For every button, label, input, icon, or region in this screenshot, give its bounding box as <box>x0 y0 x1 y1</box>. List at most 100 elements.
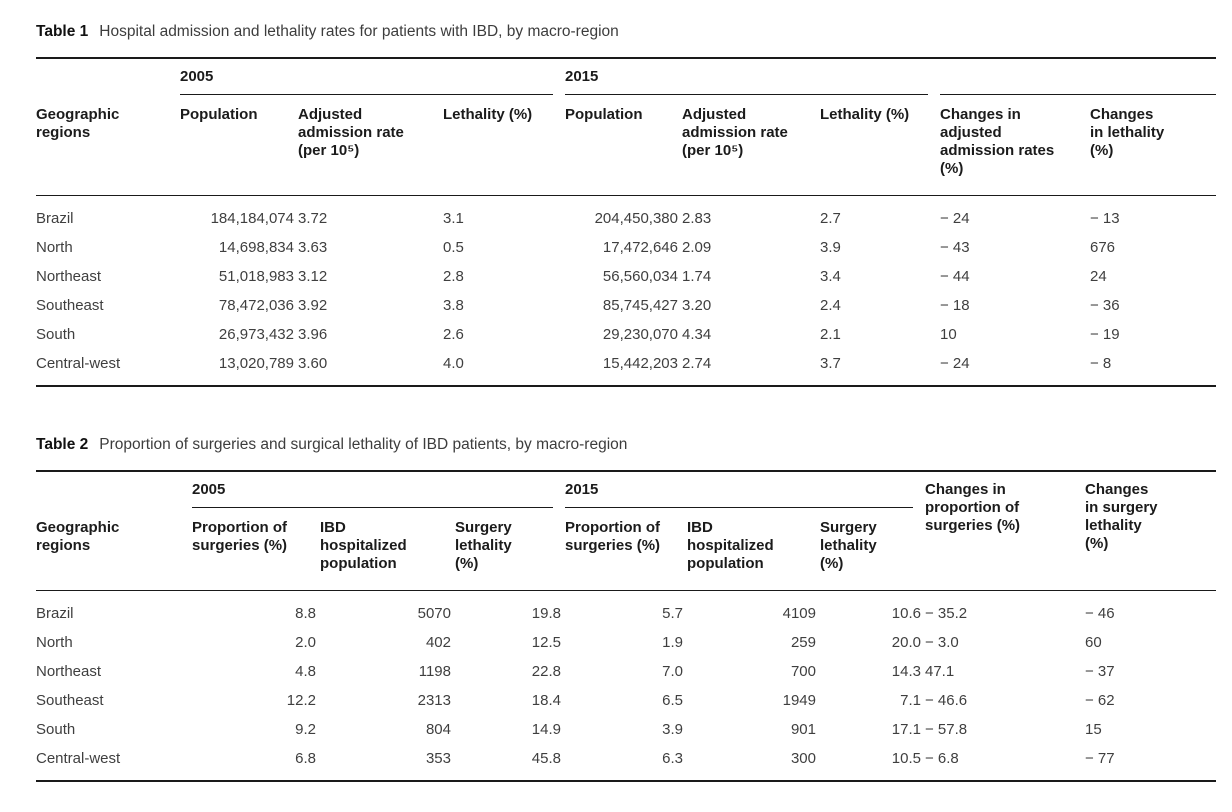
group-2015: 2015 <box>565 58 940 95</box>
cell-change-surgery-lethality: 15 <box>1085 721 1102 738</box>
table-row: Brazil 8.8 5070 19.8 5.7 4109 10.6− 35.2 − 46 <box>36 591 1216 629</box>
cell-change-admission-rates: − 18 <box>940 297 970 314</box>
cell-lethality-2005: 4.0 <box>443 355 464 372</box>
group-2005: 2005 <box>192 471 565 508</box>
cell-region: Northeast <box>36 268 102 285</box>
cell-population-2005: 78,472,036 <box>218 297 294 314</box>
cell-ibd-population-2015: 259 <box>790 634 816 651</box>
cell-proportion-surgeries-2015: 1.9 <box>662 634 683 651</box>
cell-ibd-population-2015: 1949 <box>782 692 816 709</box>
table2-header-row: Geographic regions Proportion of surgeri… <box>36 508 1216 591</box>
cell-region: South <box>36 326 76 343</box>
header-proportion-surgeries-2015: Proportion of surgeries (%) <box>565 508 687 591</box>
cell-region: Northeast <box>36 663 102 680</box>
cell-adjusted-rate-2005: 3.72 <box>298 210 328 227</box>
header-population-2015: Population <box>565 95 682 196</box>
table1: 2005 2015 Geographic regions Population … <box>36 57 1216 387</box>
cell-adjusted-rate-2005: 3.12 <box>298 268 328 285</box>
group-2015: 2015 <box>565 471 925 508</box>
table2: 2005 2015 Changes in proportion of surge… <box>36 470 1216 782</box>
cell-ibd-population-2005: 2313 <box>417 692 451 709</box>
cell-lethality-2015: 3.9 <box>820 239 841 256</box>
header-geographic-regions: Geographic regions <box>36 508 192 591</box>
cell-change-lethality: − 8 <box>1090 355 1112 372</box>
cell-region: South <box>36 721 76 738</box>
cell-surgery-lethality-2015: 14.3 <box>891 663 921 680</box>
cell-population-2015: 29,230,070 <box>602 326 678 343</box>
cell-change-admission-rates: − 43 <box>940 239 970 256</box>
cell-population-2005: 14,698,834 <box>218 239 294 256</box>
cell-proportion-surgeries-2015: 7.0 <box>662 663 683 680</box>
cell-change-lethality: − 19 <box>1090 326 1120 343</box>
cell-region: Southeast <box>36 297 104 314</box>
cell-change-proportion-surgeries: 47.1 <box>925 663 955 680</box>
cell-population-2015: 56,560,034 <box>602 268 678 285</box>
cell-ibd-population-2005: 804 <box>425 721 451 738</box>
cell-adjusted-rate-2015: 2.09 <box>682 239 712 256</box>
cell-lethality-2005: 2.6 <box>443 326 464 343</box>
cell-proportion-surgeries-2005: 2.0 <box>295 634 316 651</box>
cell-adjusted-rate-2015: 3.20 <box>682 297 712 314</box>
table-row: Northeast 51,018,983 3.12 2.8 56,560,034 1.74… <box>36 262 1216 291</box>
group-2005-label: 2005 <box>192 481 226 498</box>
header-change-proportion-surgeries: Changes in proportion of surgeries (%) <box>925 471 1085 591</box>
cell-change-surgery-lethality: 60 <box>1085 634 1102 651</box>
cell-change-surgery-lethality: − 62 <box>1085 692 1115 709</box>
table-row: Central-west 13,020,789 3.60 4.0 15,442,203 2… <box>36 349 1216 386</box>
cell-region: Central-west <box>36 355 121 372</box>
table1-section: Table 1 Hospital admission and lethality … <box>36 22 1216 387</box>
cell-change-proportion-surgeries: − 57.8 <box>925 721 968 738</box>
cell-surgery-lethality-2005: 22.8 <box>531 663 561 680</box>
cell-ibd-population-2005: 5070 <box>417 605 451 622</box>
cell-change-admission-rates: − 24 <box>940 355 970 372</box>
cell-ibd-population-2015: 901 <box>790 721 816 738</box>
cell-adjusted-rate-2015: 2.83 <box>682 210 712 227</box>
header-change-lethality: Changes in lethality (%) <box>1090 95 1216 196</box>
cell-population-2005: 13,020,789 <box>218 355 294 372</box>
cell-lethality-2015: 3.4 <box>820 268 841 285</box>
cell-proportion-surgeries-2015: 6.5 <box>662 692 683 709</box>
cell-lethality-2005: 3.1 <box>443 210 464 227</box>
header-ibd-population-2015: IBD hospitalized population <box>687 508 820 591</box>
cell-surgery-lethality-2005: 19.8 <box>531 605 561 622</box>
header-adjusted-rate-2015: Adjusted admission rate (per 10⁵) <box>682 95 820 196</box>
header-surgery-lethality-2015: Surgery lethality (%) <box>820 508 925 591</box>
cell-region: Brazil <box>36 210 74 227</box>
cell-change-proportion-surgeries: − 6.8 <box>925 750 959 767</box>
article-page: Table 1 Hospital admission and lethality … <box>36 22 1216 782</box>
cell-change-admission-rates: − 24 <box>940 210 970 227</box>
cell-proportion-surgeries-2005: 8.8 <box>295 605 316 622</box>
header-adjusted-rate-2005: Adjusted admission rate (per 10⁵) <box>298 95 443 196</box>
cell-lethality-2015: 3.7 <box>820 355 841 372</box>
cell-surgery-lethality-2015: 10.5 <box>891 750 921 767</box>
cell-ibd-population-2015: 300 <box>790 750 816 767</box>
cell-adjusted-rate-2015: 4.34 <box>682 326 712 343</box>
cell-proportion-surgeries-2005: 9.2 <box>295 721 316 738</box>
cell-change-proportion-surgeries: − 3.0 <box>925 634 959 651</box>
cell-region: Southeast <box>36 692 104 709</box>
cell-proportion-surgeries-2005: 6.8 <box>295 750 316 767</box>
header-proportion-surgeries-2005: Proportion of surgeries (%) <box>192 508 320 591</box>
header-lethality-2005: Lethality (%) <box>443 95 565 196</box>
header-geographic-regions: Geographic regions <box>36 95 180 196</box>
cell-change-surgery-lethality: − 46 <box>1085 605 1115 622</box>
cell-adjusted-rate-2005: 3.96 <box>298 326 328 343</box>
group-2005: 2005 <box>180 58 565 95</box>
cell-surgery-lethality-2015: 17.1 <box>891 721 921 738</box>
cell-adjusted-rate-2015: 2.74 <box>682 355 712 372</box>
cell-proportion-surgeries-2015: 5.7 <box>662 605 683 622</box>
cell-surgery-lethality-2015: 20.0 <box>891 634 921 651</box>
cell-change-admission-rates: − 44 <box>940 268 970 285</box>
cell-surgery-lethality-2015: 7.1 <box>900 692 921 709</box>
table1-caption: Table 1 Hospital admission and lethality … <box>36 22 1216 42</box>
cell-region: North <box>36 239 73 256</box>
cell-region: Brazil <box>36 605 74 622</box>
cell-change-lethality: 676 <box>1090 239 1116 256</box>
cell-lethality-2005: 0.5 <box>443 239 464 256</box>
cell-proportion-surgeries-2005: 4.8 <box>295 663 316 680</box>
cell-population-2015: 85,745,427 <box>602 297 678 314</box>
cell-lethality-2005: 2.8 <box>443 268 464 285</box>
cell-population-2015: 204,450,380 <box>594 210 678 227</box>
cell-lethality-2005: 3.8 <box>443 297 464 314</box>
table-row: Central-west 6.8 353 45.8 6.3 300 10.5− 6.8 − 7… <box>36 744 1216 781</box>
